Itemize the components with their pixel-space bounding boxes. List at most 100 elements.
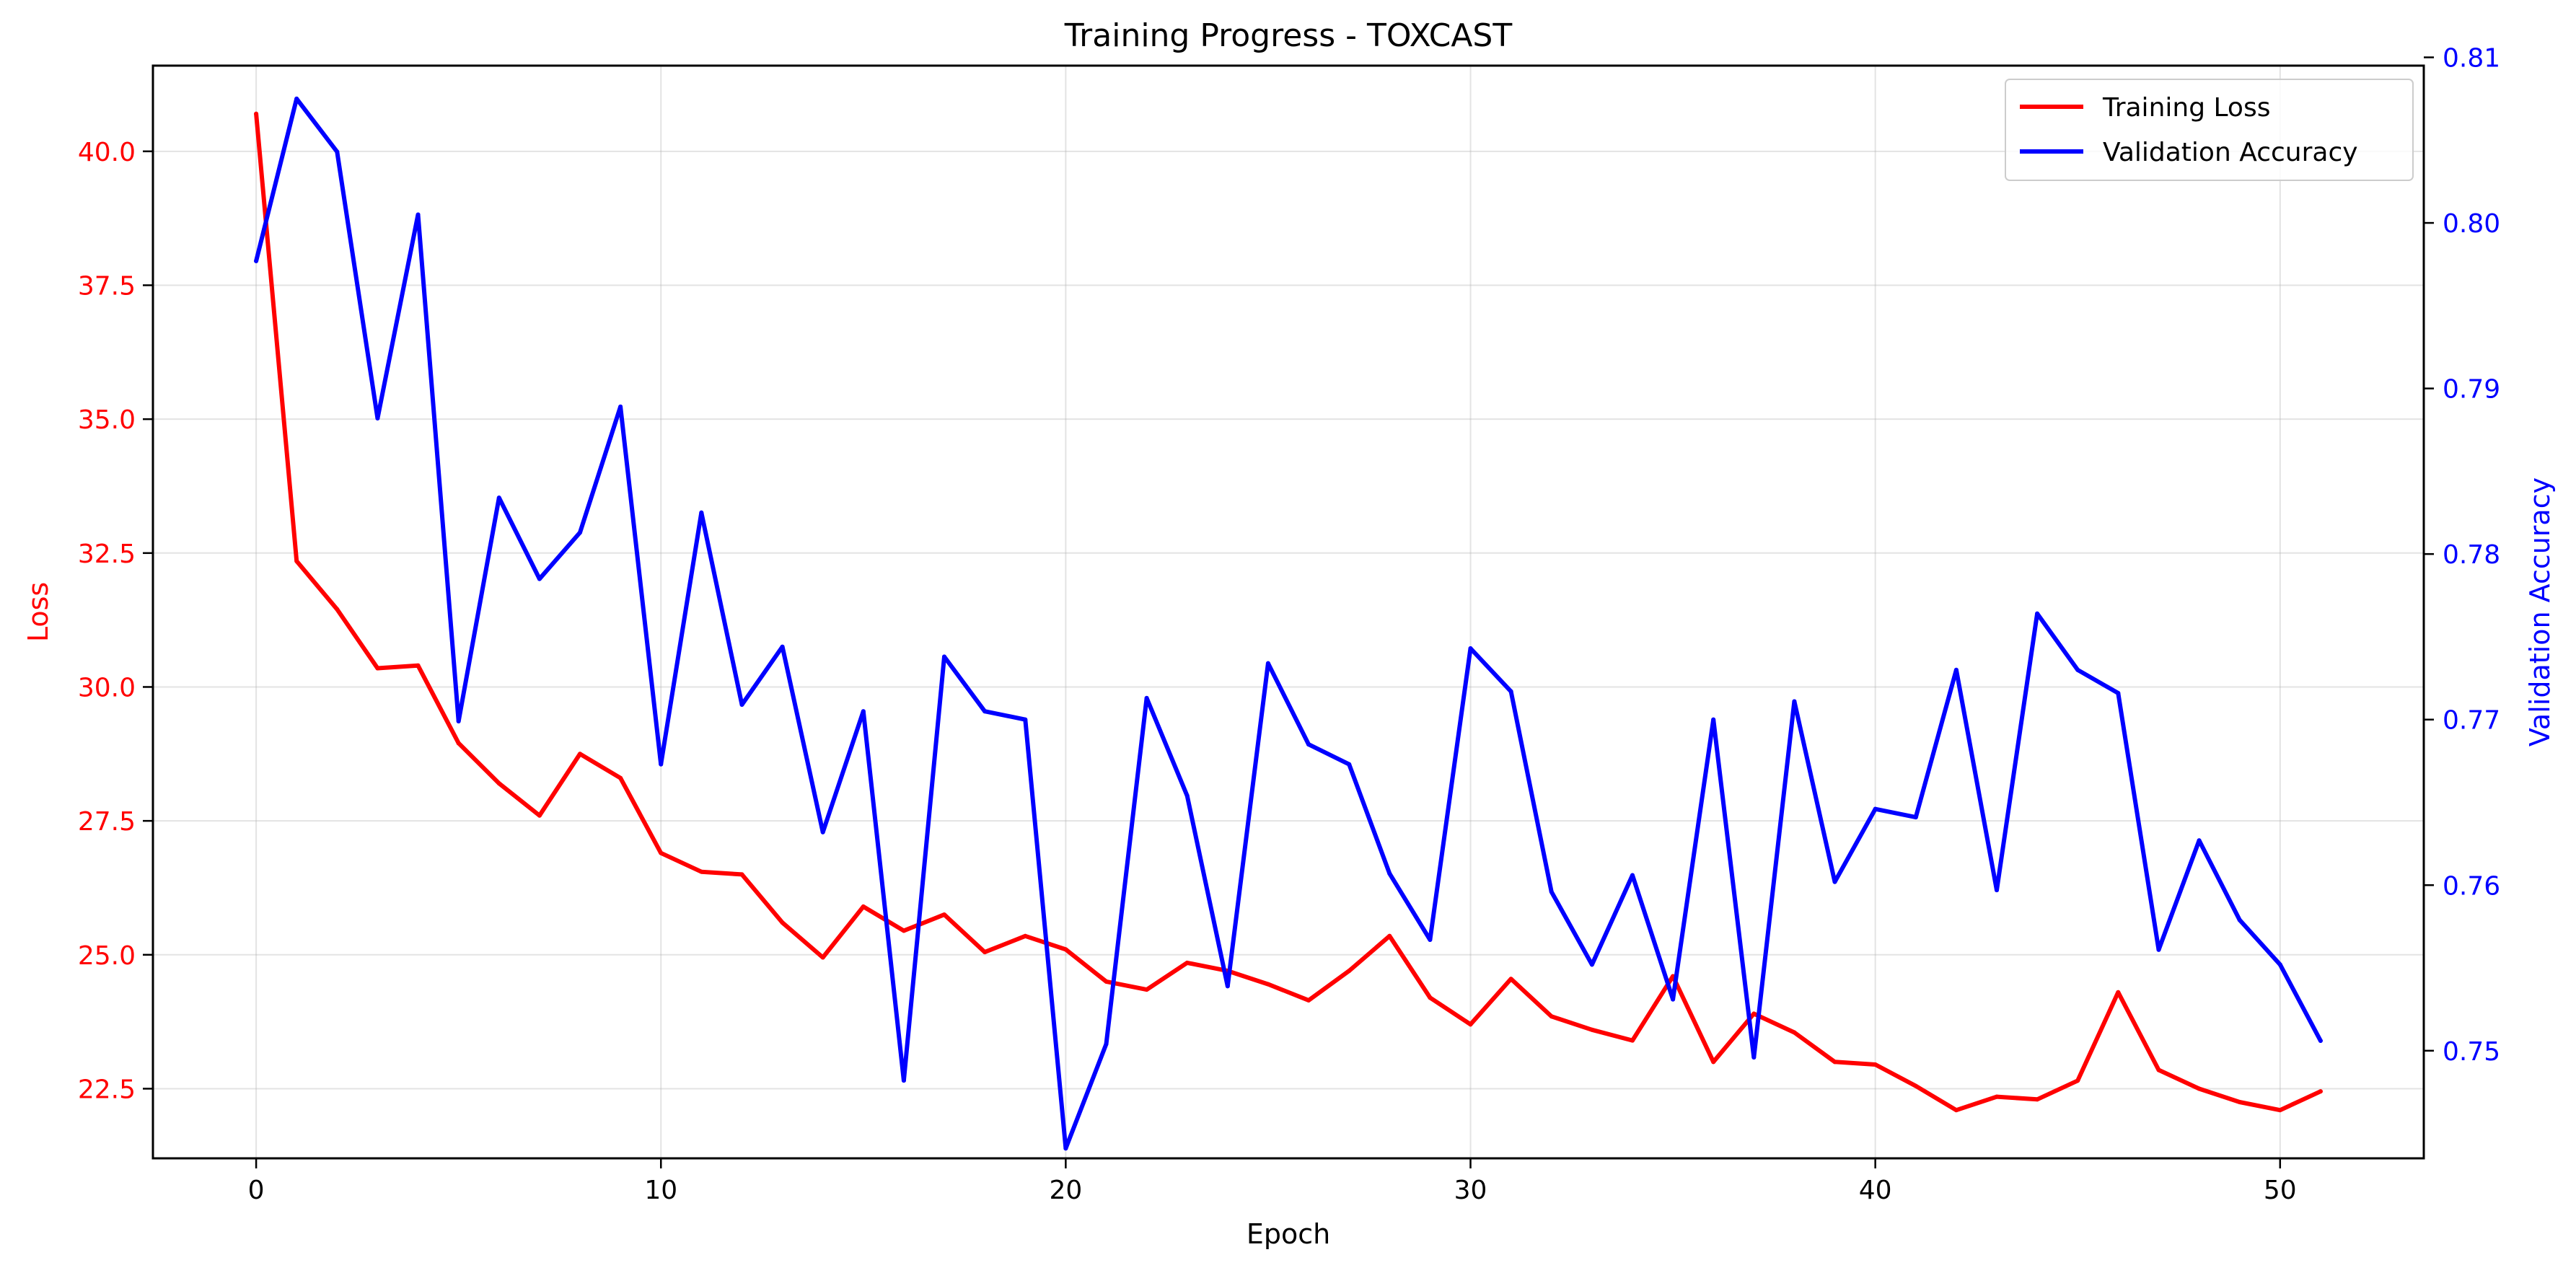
legend: Training Loss Validation Accuracy [2005, 79, 2414, 181]
y-left-tick-label: 22.5 [78, 1075, 136, 1104]
series-layer [254, 96, 2323, 1151]
data-point-validation-accuracy [699, 510, 704, 515]
data-point-validation-accuracy [983, 709, 988, 714]
y-right-tick-label: 0.80 [2443, 209, 2500, 239]
data-point-training-loss [335, 607, 340, 612]
data-point-validation-accuracy [1832, 879, 1837, 884]
data-point-training-loss [2277, 1108, 2282, 1113]
data-point-training-loss [2035, 1097, 2040, 1102]
data-point-validation-accuracy [1225, 984, 1230, 989]
data-point-training-loss [2075, 1078, 2080, 1083]
data-point-validation-accuracy [780, 644, 785, 649]
x-tick-label: 50 [2264, 1176, 2297, 1205]
data-point-training-loss [739, 872, 744, 877]
data-point-training-loss [2197, 1086, 2202, 1091]
data-point-validation-accuracy [739, 702, 744, 708]
data-point-training-loss [1428, 995, 1433, 1000]
data-point-training-loss [1144, 987, 1149, 992]
data-point-validation-accuracy [1387, 871, 1392, 876]
data-point-validation-accuracy [1711, 717, 1716, 722]
data-point-training-loss [1873, 1062, 1878, 1067]
data-point-training-loss [1184, 960, 1190, 965]
data-point-training-loss [861, 904, 866, 909]
data-point-training-loss [1508, 977, 1513, 982]
data-point-training-loss [2156, 1067, 2161, 1072]
data-point-validation-accuracy [2318, 1039, 2323, 1044]
data-point-validation-accuracy [820, 829, 825, 834]
data-point-validation-accuracy [2156, 947, 2161, 952]
x-axis-label: Epoch [1247, 1218, 1330, 1250]
data-point-training-loss [1913, 1083, 1918, 1088]
data-point-training-loss [1104, 979, 1109, 984]
data-point-training-loss [1387, 933, 1392, 938]
data-point-training-loss [1265, 982, 1270, 987]
data-point-validation-accuracy [2116, 690, 2121, 695]
data-point-validation-accuracy [1144, 695, 1149, 700]
y-left-tick-label: 37.5 [78, 271, 136, 301]
y-left-tick-label: 27.5 [78, 807, 136, 837]
data-point-validation-accuracy [496, 495, 501, 501]
x-tick-label: 10 [644, 1176, 677, 1205]
data-point-training-loss [1630, 1038, 1635, 1043]
data-point-training-loss [1792, 1030, 1797, 1035]
data-point-training-loss [578, 752, 583, 757]
data-point-validation-accuracy [1953, 667, 1959, 672]
data-point-validation-accuracy [861, 709, 866, 714]
data-point-training-loss [537, 813, 542, 818]
x-tick-label: 30 [1454, 1176, 1487, 1205]
data-point-validation-accuracy [1184, 793, 1190, 798]
data-point-validation-accuracy [1630, 873, 1635, 878]
legend-label-validation-accuracy: Validation Accuracy [2103, 138, 2358, 167]
data-point-validation-accuracy [1913, 815, 1918, 820]
data-point-validation-accuracy [578, 530, 583, 535]
data-point-validation-accuracy [1549, 889, 1554, 894]
data-point-validation-accuracy [1347, 762, 1352, 767]
y-left-tick-label: 40.0 [78, 138, 136, 167]
data-point-validation-accuracy [1873, 806, 1878, 811]
data-point-training-loss [659, 850, 664, 855]
data-point-validation-accuracy [2237, 917, 2242, 922]
data-point-validation-accuracy [1751, 1054, 1757, 1060]
legend-box [2005, 79, 2414, 181]
data-point-validation-accuracy [1265, 661, 1270, 666]
data-point-training-loss [1953, 1108, 1959, 1113]
y-left-tick-label: 35.0 [78, 405, 136, 435]
data-point-training-loss [496, 781, 501, 786]
y-right-tick-label: 0.79 [2443, 375, 2500, 405]
data-point-validation-accuracy [1023, 717, 1028, 722]
chart-title: Training Progress - TOXCAST [1064, 17, 1513, 54]
x-tick-label: 20 [1049, 1176, 1082, 1205]
data-point-training-loss [375, 666, 380, 671]
data-point-validation-accuracy [942, 654, 947, 659]
data-point-training-loss [618, 775, 623, 780]
data-point-validation-accuracy [1994, 888, 1999, 893]
data-point-training-loss [942, 912, 947, 917]
data-point-training-loss [820, 955, 825, 960]
data-point-validation-accuracy [456, 719, 461, 723]
data-point-validation-accuracy [618, 404, 623, 409]
series-line-validation-accuracy [254, 96, 2323, 1151]
data-point-training-loss [1549, 1014, 1554, 1019]
data-point-validation-accuracy [335, 149, 340, 154]
data-point-validation-accuracy [659, 762, 664, 767]
data-point-training-loss [1994, 1094, 1999, 1099]
data-point-training-loss [2116, 990, 2121, 995]
legend-label-training-loss: Training Loss [2102, 93, 2270, 123]
x-tick-label: 40 [1859, 1176, 1892, 1205]
data-point-validation-accuracy [2277, 962, 2282, 967]
y-right-tick-label: 0.75 [2443, 1037, 2500, 1067]
data-point-training-loss [416, 663, 421, 668]
data-point-training-loss [780, 920, 785, 925]
data-point-training-loss [1751, 1011, 1757, 1016]
y-left-tick-label: 30.0 [78, 673, 136, 702]
data-point-training-loss [1063, 947, 1068, 952]
data-point-validation-accuracy [375, 415, 380, 420]
data-point-validation-accuracy [1428, 938, 1433, 942]
ticks-layer: 0 10 20 30 40 50 22.5 25.0 27.5 30.0 32.5 35.0 37.5 4… [78, 44, 2500, 1205]
data-point-validation-accuracy [416, 212, 421, 217]
y-axis-right-label: Validation Accuracy [2524, 477, 2556, 746]
data-point-training-loss [1711, 1060, 1716, 1065]
y-left-tick-label: 32.5 [78, 539, 136, 569]
